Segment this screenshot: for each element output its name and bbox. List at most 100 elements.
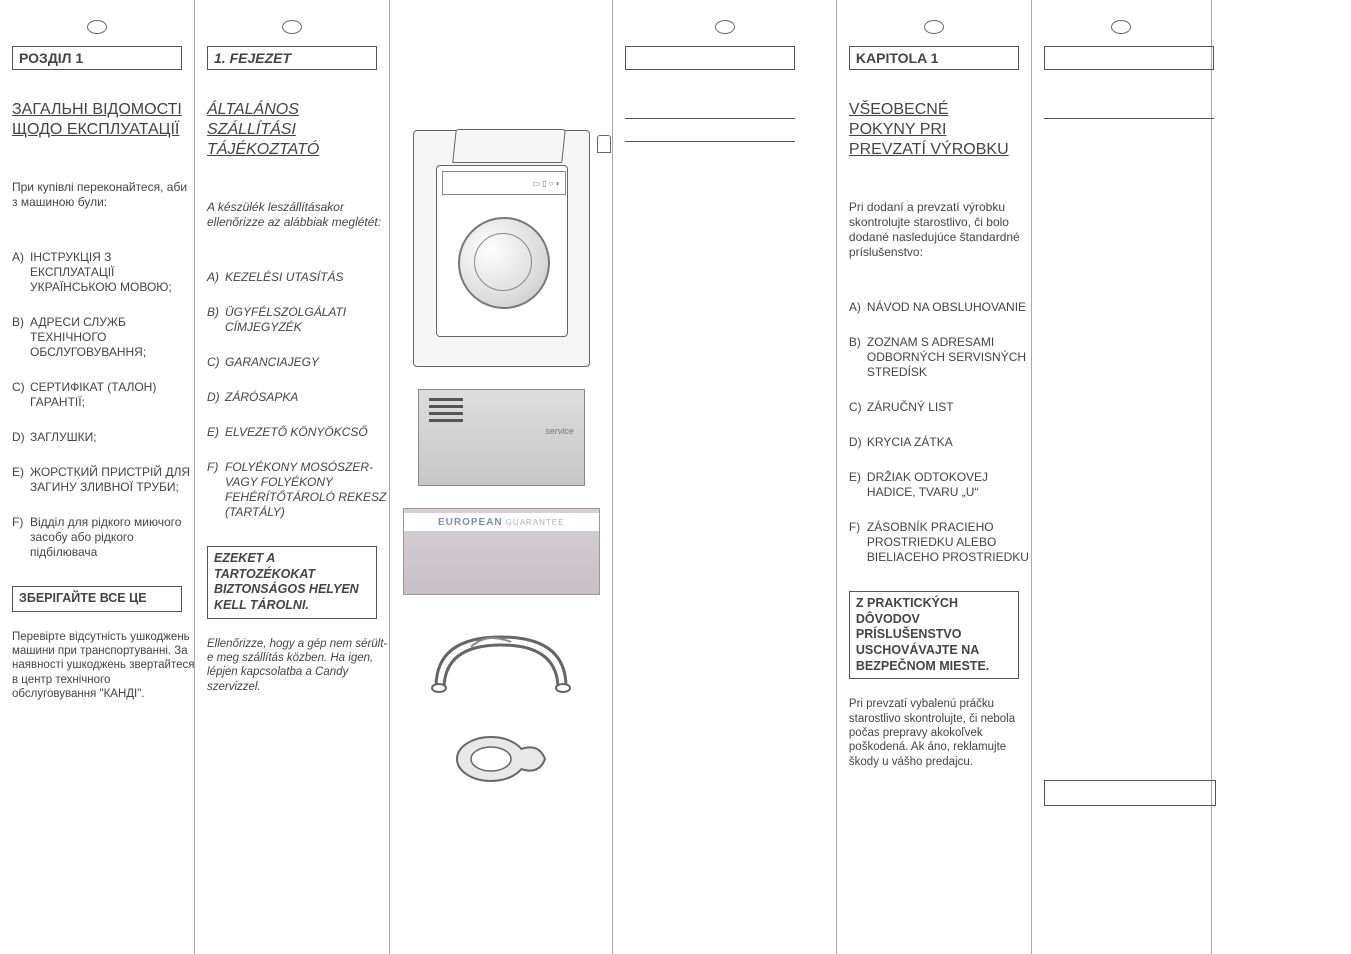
item-f-uk-text: Відділ для рідкого миючого засобу або рі… bbox=[30, 515, 197, 560]
chapter-title-sk: KAPITOLA 1 bbox=[849, 46, 1019, 70]
label-b: B) bbox=[207, 305, 225, 335]
footnote-uk: Перевірте відсутність ушкоджень машини п… bbox=[12, 630, 197, 702]
item-f-uk: F)Відділ для рідкого миючого засобу або … bbox=[12, 515, 197, 560]
washer-illustration: ▭ ▯ ○ ◐ bbox=[413, 130, 590, 367]
cap-icon bbox=[441, 729, 561, 789]
label-f: F) bbox=[12, 515, 30, 560]
european-guarantee-band: EUROPEAN GUARANTEE bbox=[404, 513, 599, 531]
item-c-uk-text: СЕРТИФІКАТ (ТАЛОН) ГАРАНТІЇ; bbox=[30, 380, 197, 410]
store-box-uk: ЗБЕРІГАЙТЕ ВСЕ ЦЕ bbox=[12, 586, 182, 612]
tab-marker bbox=[849, 20, 1019, 34]
item-e-sk: E)DRŽIAK ODTOKOVEJ HADICE, TVARU „U“ bbox=[849, 470, 1034, 500]
item-c-sk: C)ZÁRUČNÝ LIST bbox=[849, 400, 1034, 415]
item-b-uk-text: АДРЕСИ СЛУЖБ ТЕХНІЧНОГО ОБСЛУГОВУВАННЯ; bbox=[30, 315, 197, 360]
footnote-hu: Ellenőrizze, hogy a gép nem sérült-e meg… bbox=[207, 637, 392, 695]
label-b: B) bbox=[849, 335, 867, 380]
blank-heading-1 bbox=[625, 100, 823, 146]
item-d-uk-text: ЗАГЛУШКИ; bbox=[30, 430, 97, 445]
chapter-title-uk: РОЗДІЛ 1 bbox=[12, 46, 182, 70]
column-hungarian: 1. FEJEZET ÁLTALÁNOS SZÁLLÍTÁSI TÁJÉKOZT… bbox=[195, 0, 390, 954]
label-c: C) bbox=[12, 380, 30, 410]
blank-heading-2 bbox=[1044, 100, 1199, 123]
item-b-sk: B)ZOZNAM S ADRESAMI ODBORNÝCH SERVISNÝCH… bbox=[849, 335, 1034, 380]
illustration-stack: ▭ ▯ ○ ◐ service EUROPEAN GUARANTEE bbox=[404, 130, 599, 789]
item-a-uk-text: ІНСТРУКЦІЯ З ЕКСПЛУАТАЦІЇ УКРАЇНСЬКОЮ МО… bbox=[30, 250, 197, 295]
item-a-sk-text: NÁVOD NA OBSLUHOVANIE bbox=[867, 300, 1026, 315]
blank-line bbox=[625, 100, 795, 119]
chapter-blank-1 bbox=[625, 46, 795, 70]
european-band-small: GUARANTEE bbox=[506, 518, 565, 527]
label-e: E) bbox=[849, 470, 867, 500]
item-f-sk: F)ZÁSOBNÍK PRACIEHO PROSTRIEDKU ALEBO BI… bbox=[849, 520, 1034, 565]
items-uk: A)ІНСТРУКЦІЯ З ЕКСПЛУАТАЦІЇ УКРАЇНСЬКОЮ … bbox=[12, 250, 197, 560]
item-c-sk-text: ZÁRUČNÝ LIST bbox=[867, 400, 954, 415]
item-e-hu-text: ELVEZETŐ KÖNYÖKCSŐ bbox=[225, 425, 368, 440]
item-f-sk-text: ZÁSOBNÍK PRACIEHO PROSTRIEDKU ALEBO BIEL… bbox=[867, 520, 1034, 565]
washer-lid bbox=[452, 129, 566, 163]
heading-uk: ЗАГАЛЬНІ ВІДОМОСТІ ЩОДО ЕКСПЛУАТАЦІЇ bbox=[12, 100, 182, 140]
item-d-sk: D)KRYCIA ZÁTKA bbox=[849, 435, 1034, 450]
label-d: D) bbox=[207, 390, 225, 405]
item-e-hu: E)ELVEZETŐ KÖNYÖKCSŐ bbox=[207, 425, 392, 440]
column-slovak: KAPITOLA 1 VŠEOBECNÉ POKYNY PRI PREVZATÍ… bbox=[837, 0, 1032, 954]
manual-page: РОЗДІЛ 1 ЗАГАЛЬНІ ВІДОМОСТІ ЩОДО ЕКСПЛУА… bbox=[0, 0, 1351, 954]
label-d: D) bbox=[12, 430, 30, 445]
item-b-uk: B)АДРЕСИ СЛУЖБ ТЕХНІЧНОГО ОБСЛУГОВУВАННЯ… bbox=[12, 315, 197, 360]
label-c: C) bbox=[207, 355, 225, 370]
chapter-blank-2 bbox=[1044, 46, 1214, 70]
heading-hu: ÁLTALÁNOS SZÁLLÍTÁSI TÁJÉKOZTATÓ bbox=[207, 100, 377, 160]
washer-docpin bbox=[597, 135, 611, 153]
footnote-sk: Pri prevzatí vybalenú práčku starostlivo… bbox=[849, 697, 1034, 769]
item-c-hu: C)GARANCIAJEGY bbox=[207, 355, 392, 370]
blank-line bbox=[625, 123, 795, 142]
service-booklet-illustration: service bbox=[418, 389, 585, 486]
cap-illustration bbox=[441, 729, 561, 789]
item-f-hu: F)FOLYÉKONY MOSÓSZER- VAGY FOLYÉKONY FEH… bbox=[207, 460, 392, 520]
label-c: C) bbox=[849, 400, 867, 415]
item-c-uk: C)СЕРТИФІКАТ (ТАЛОН) ГАРАНТІЇ; bbox=[12, 380, 197, 410]
intro-sk: Pri dodaní a prevzatí výrobku skontroluj… bbox=[849, 200, 1029, 260]
label-a: A) bbox=[12, 250, 30, 295]
store-box-sk: Z PRAKTICKÝCH DÔVODOV PRÍSLUŠENSTVO USCH… bbox=[849, 591, 1019, 679]
item-b-hu-text: ÜGYFÉLSZOLGÁLATI CÍMJEGYZÉK bbox=[225, 305, 392, 335]
label-d: D) bbox=[849, 435, 867, 450]
heading-sk: VŠEOBECNÉ POKYNY PRI PREVZATÍ VÝROBKU bbox=[849, 100, 1019, 160]
item-e-sk-text: DRŽIAK ODTOKOVEJ HADICE, TVARU „U“ bbox=[867, 470, 1034, 500]
tab-marker bbox=[12, 20, 182, 34]
column-blank-2 bbox=[1032, 0, 1212, 954]
label-e: E) bbox=[12, 465, 30, 495]
label-b: B) bbox=[12, 315, 30, 360]
item-e-uk-text: ЖОРСТКИЙ ПРИСТРІЙ ДЛЯ ЗАГИНУ ЗЛИВНОЇ ТРУ… bbox=[30, 465, 197, 495]
intro-hu: A készülék leszállításakor ellenőrizze a… bbox=[207, 200, 387, 230]
intro-uk: При купівлі переконайтеся, аби з машиною… bbox=[12, 180, 192, 210]
item-a-hu-text: KEZELÉSI UTASÍTÁS bbox=[225, 270, 343, 285]
item-e-uk: E)ЖОРСТКИЙ ПРИСТРІЙ ДЛЯ ЗАГИНУ ЗЛИВНОЇ Т… bbox=[12, 465, 197, 495]
label-a: A) bbox=[849, 300, 867, 315]
item-d-hu-text: ZÁRÓSAPKA bbox=[225, 390, 298, 405]
tab-marker bbox=[1044, 20, 1199, 34]
european-guarantee-illustration: EUROPEAN GUARANTEE bbox=[403, 508, 600, 595]
drain-elbow-illustration bbox=[416, 617, 586, 707]
washer-panel: ▭ ▯ ○ ◐ bbox=[442, 171, 566, 195]
label-f: F) bbox=[207, 460, 225, 520]
item-d-sk-text: KRYCIA ZÁTKA bbox=[867, 435, 953, 450]
item-b-sk-text: ZOZNAM S ADRESAMI ODBORNÝCH SERVISNÝCH S… bbox=[867, 335, 1034, 380]
item-a-uk: A)ІНСТРУКЦІЯ З ЕКСПЛУАТАЦІЇ УКРАЇНСЬКОЮ … bbox=[12, 250, 197, 295]
elbow-icon bbox=[416, 617, 586, 707]
booklet-mark: service bbox=[545, 426, 574, 436]
tab-marker bbox=[207, 20, 377, 34]
chapter-title-hu: 1. FEJEZET bbox=[207, 46, 377, 70]
column-gutter bbox=[1212, 0, 1351, 954]
blank-store-box-2 bbox=[1044, 780, 1216, 806]
item-b-hu: B)ÜGYFÉLSZOLGÁLATI CÍMJEGYZÉK bbox=[207, 305, 392, 335]
column-ukrainian: РОЗДІЛ 1 ЗАГАЛЬНІ ВІДОМОСТІ ЩОДО ЕКСПЛУА… bbox=[0, 0, 195, 954]
washer-door bbox=[458, 217, 550, 309]
item-a-hu: A)KEZELÉSI UTASÍTÁS bbox=[207, 270, 392, 285]
booklet-lines-icon bbox=[429, 398, 463, 422]
store-box-hu: EZEKET A TARTOZÉKOKAT BIZTONSÁGOS HELYEN… bbox=[207, 546, 377, 619]
column-illustrations: ▭ ▯ ○ ◐ service EUROPEAN GUARANTEE bbox=[390, 0, 613, 954]
item-d-hu: D)ZÁRÓSAPKA bbox=[207, 390, 392, 405]
european-band-text: EUROPEAN bbox=[438, 517, 503, 528]
items-sk: A)NÁVOD NA OBSLUHOVANIE B)ZOZNAM S ADRES… bbox=[849, 300, 1034, 565]
label-e: E) bbox=[207, 425, 225, 440]
